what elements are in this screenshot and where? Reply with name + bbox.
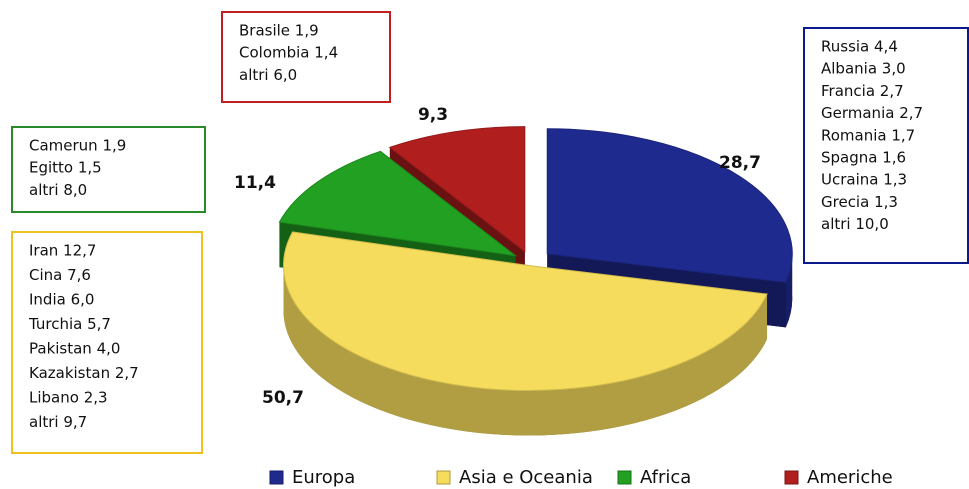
legend-label: Europa <box>292 467 355 488</box>
annotation-line: Colombia 1,4 <box>239 44 338 62</box>
annotation-line: Spagna 1,6 <box>821 149 906 167</box>
annotation-box <box>221 11 391 103</box>
annotation-line: Romania 1,7 <box>821 126 915 144</box>
annotation-line: Ucraina 1,3 <box>821 171 907 189</box>
value-label: 11,4 <box>234 173 276 193</box>
value-label: 28,7 <box>719 153 761 173</box>
slice <box>278 150 518 257</box>
annotation-line: altri 9,7 <box>29 413 87 431</box>
annotation-line: Kazakistan 2,7 <box>29 364 139 382</box>
value-label: 9,3 <box>418 105 448 125</box>
annotation-line: Libano 2,3 <box>29 389 108 407</box>
slice <box>546 128 793 283</box>
legend-label: Africa <box>640 467 691 488</box>
legend-label: Asia e Oceania <box>459 467 593 488</box>
annotation-line: India 6,0 <box>29 291 94 309</box>
annotation-box <box>11 126 206 213</box>
annotation-line: Cina 7,6 <box>29 266 91 284</box>
annotation-line: Russia 4,4 <box>821 38 898 56</box>
slice <box>283 231 768 391</box>
annotation-line: altri 8,0 <box>29 181 87 199</box>
value-label: 50,7 <box>262 388 304 408</box>
annotation-line: altri 6,0 <box>239 66 297 84</box>
legend-swatch <box>784 470 799 485</box>
annotation-box <box>11 231 203 454</box>
annotation-line: Pakistan 4,0 <box>29 340 120 358</box>
annotation-line: Francia 2,7 <box>821 82 904 100</box>
annotation-line: Albania 3,0 <box>821 60 906 78</box>
annotation-line: Grecia 1,3 <box>821 193 898 211</box>
annotation-line: Egitto 1,5 <box>29 159 102 177</box>
annotation-line: Camerun 1,9 <box>29 137 126 155</box>
annotation-line: Brasile 1,9 <box>239 22 319 40</box>
slice-side <box>785 253 793 328</box>
legend-label: Americhe <box>807 467 893 488</box>
annotation-box <box>803 27 969 264</box>
slice <box>388 126 526 253</box>
legend-swatch <box>436 470 451 485</box>
annotation-line: Iran 12,7 <box>29 242 96 260</box>
legend-swatch <box>269 470 284 485</box>
annotation-line: Turchia 5,7 <box>28 315 111 333</box>
annotation-line: altri 10,0 <box>821 215 889 233</box>
annotation-line: Germania 2,7 <box>821 104 923 122</box>
legend-swatch <box>617 470 632 485</box>
slice-side <box>283 265 768 436</box>
